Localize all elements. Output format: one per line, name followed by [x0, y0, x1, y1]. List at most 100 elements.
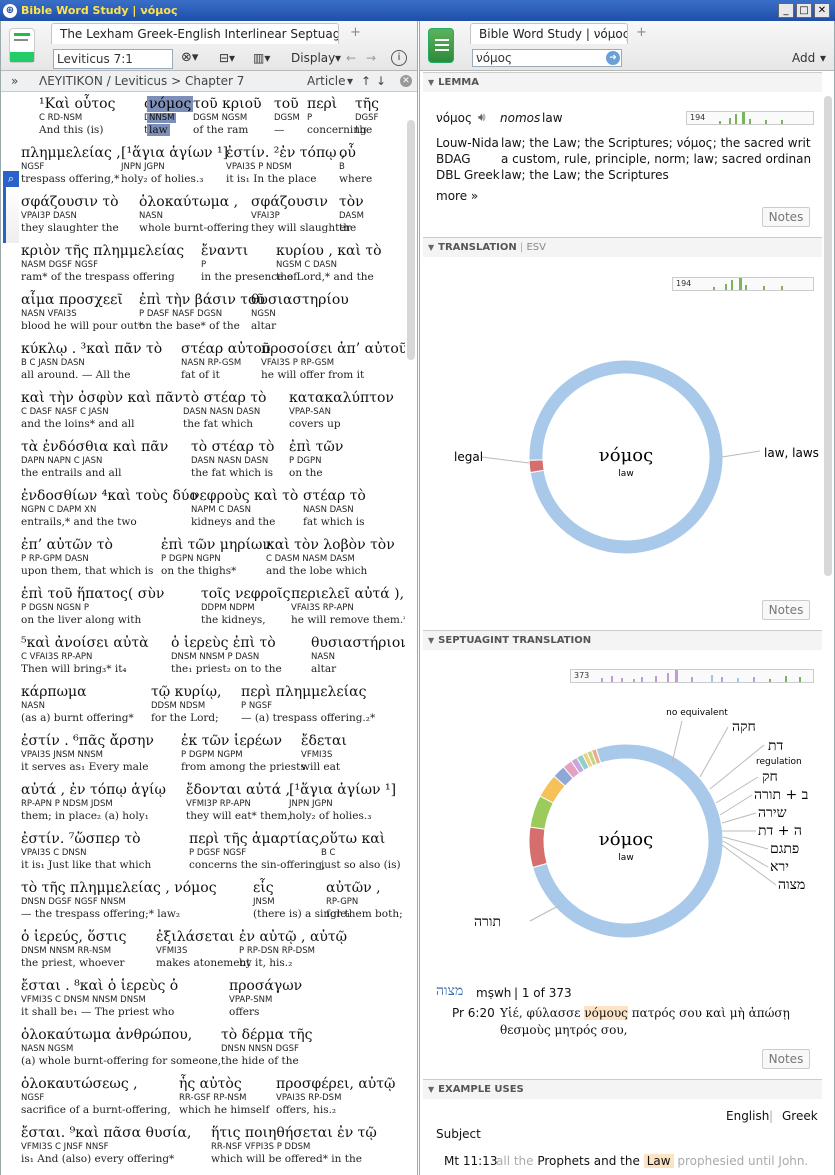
translation-version[interactable]: ESV [526, 242, 546, 253]
translation-section-header[interactable]: ▼ TRANSLATION | ESV [423, 237, 822, 257]
greek-word[interactable]: ἐν αὐτῷ , αὐτῷ [239, 929, 348, 945]
greek-word[interactable]: προσοίσει ἀπ’ αὐτοῦ, [261, 341, 405, 357]
greek-word[interactable]: τῆς [355, 96, 379, 112]
definition-source-link[interactable]: DBL Greek [436, 168, 500, 182]
greek-word[interactable]: κριὸν τῆς πλημμελείας [21, 243, 185, 259]
greek-word[interactable]: ὁλοκαύτωμα , [139, 194, 239, 210]
legend-label-legal[interactable]: legal [454, 450, 483, 464]
greek-word[interactable]: ὁλοκαύτωμα ἀνθρώπου, [21, 1027, 193, 1043]
donut-slice[interactable] [528, 459, 545, 474]
greek-word[interactable]: προσφέρει, αὐτῷ [276, 1076, 396, 1092]
greek-toggle[interactable]: Greek [782, 1109, 818, 1123]
greek-word[interactable]: οὗ [339, 145, 356, 161]
label-regulation[interactable]: regulation [756, 757, 802, 767]
greek-word[interactable]: τοῦ κριοῦ [193, 96, 262, 112]
donut-slice[interactable] [528, 359, 724, 555]
greek-word[interactable]: καὶ τὸν λοβὸν τὸν [266, 537, 395, 553]
greek-word[interactable]: σφάζουσιν [251, 194, 328, 210]
breadcrumb[interactable]: ΛΕΥΙΤΙΚΟΝ / Leviticus > Chapter 7 [39, 74, 245, 88]
greek-word[interactable]: ἐπὶ τοῦ ἥπατος( σὺν [21, 586, 165, 602]
label-hebrew-yara[interactable]: ירא [770, 859, 789, 875]
greek-word[interactable]: ἔδονται αὐτά , [186, 782, 291, 798]
greek-word[interactable]: ὁ ἱερεύς, ὅστις [21, 929, 127, 945]
greek-word[interactable]: τὸ τῆς πλημμελείας , νόμος [21, 880, 217, 896]
greek-word[interactable]: τὸ στέαρ τὸ [183, 390, 267, 406]
ref-citation-link[interactable]: Pr 6:20 [452, 1006, 495, 1020]
greek-word[interactable]: οὕτω καὶ [321, 831, 386, 847]
greek-word[interactable]: τὸ δέρμα τῆς [221, 1027, 313, 1043]
search-magnifier-icon[interactable]: ⌕ [3, 171, 19, 187]
article-menu[interactable]: Article [307, 74, 346, 88]
greek-word[interactable]: ἔναντι [201, 243, 249, 259]
greek-word[interactable]: ἐστίν. ²ἐν τόπῳ , [226, 145, 346, 161]
label-hebrew-hqh[interactable]: חקה [732, 719, 756, 735]
greek-word[interactable]: αὐτῶν , [326, 880, 381, 896]
expand-chevrons-icon[interactable]: » [11, 74, 19, 88]
greek-word[interactable]: ἔδεται [301, 733, 347, 749]
definition-source-link[interactable]: BDAG [436, 152, 471, 166]
greek-word[interactable]: θυσιαστήριον [311, 635, 405, 651]
definition-source-link[interactable]: Louw-Nida [436, 136, 499, 150]
greek-word[interactable]: τῷ κυρίῳ, [151, 684, 222, 700]
greek-word[interactable]: νεφροὺς καὶ τὸ [191, 488, 299, 504]
previous-article-icon[interactable]: ↑ [361, 74, 372, 88]
greek-word[interactable]: ὁ ἱερεὺς ἐπὶ τὸ [171, 635, 276, 651]
label-hebrew-pitgam[interactable]: פתגם [770, 841, 799, 857]
greek-word[interactable]: ἔσται . ⁸καὶ ὁ ἱερεὺς ὁ [21, 978, 179, 994]
translation-donut-chart[interactable]: νόμος law legal law, laws [420, 311, 830, 621]
info-icon[interactable]: i [391, 50, 407, 66]
label-hebrew-shirah[interactable]: שירה [758, 805, 787, 821]
donut-slice[interactable] [532, 743, 724, 939]
greek-word[interactable]: ἐπὶ τῶν [289, 439, 344, 455]
greek-word[interactable]: περὶ τῆς ἁμαρτίας, [189, 831, 324, 847]
legend-label-law-laws[interactable]: law, laws [764, 446, 819, 460]
translation-histogram[interactable]: 194 [672, 277, 814, 291]
lemma-histogram[interactable]: 194 [686, 111, 814, 125]
back-arrow-icon[interactable]: ← [346, 51, 357, 65]
greek-word[interactable]: στέαρ αὐτοῦ [181, 341, 271, 357]
next-article-icon[interactable]: ↓ [376, 74, 387, 88]
greek-word[interactable]: ἥτις ποιηθήσεται ἐν τῷ [211, 1125, 377, 1141]
minimize-button[interactable]: _ [778, 3, 794, 18]
close-article-icon[interactable]: ✕ [400, 75, 412, 87]
greek-word[interactable]: ἐκ τῶν ἱερέων [181, 733, 282, 749]
ref-hebrew-word[interactable]: מצוה [436, 983, 464, 999]
greek-word[interactable]: τὸ στέαρ τὸ [191, 439, 275, 455]
greek-word[interactable]: περὶ [307, 96, 338, 112]
greek-word[interactable]: τοῖς νεφροῖς [201, 586, 291, 602]
greek-word[interactable]: ὁλοκαυτώσεως , [21, 1076, 138, 1092]
parallel-resources-icon[interactable]: ⊟▾ [219, 51, 236, 65]
translation-notes-button[interactable]: Notes [762, 600, 810, 620]
greek-word[interactable]: ἐπὶ τὴν βάσιν τοῦ [139, 292, 265, 308]
word-study-guide-icon[interactable] [428, 28, 454, 63]
greek-word[interactable]: περὶ πλημμελείας [241, 684, 367, 700]
septuagint-section-header[interactable]: ▼ SEPTUAGINT TRANSLATION [423, 630, 822, 650]
greek-word[interactable]: κάρπωμα [21, 684, 87, 700]
greek-word[interactable]: τὸν [339, 194, 364, 210]
greek-word[interactable]: ἧς αὐτὸς [179, 1076, 242, 1092]
septuagint-histogram[interactable]: 373 [570, 669, 814, 683]
donut-slice[interactable] [590, 748, 602, 766]
maximize-button[interactable]: □ [796, 3, 812, 18]
greek-word[interactable]: περιελεῖ αὐτά ), [291, 586, 405, 602]
greek-word[interactable]: ⁵καὶ ἀνοίσει αὐτὰ [21, 635, 149, 651]
greek-word[interactable]: αὐτά , ἐν τόπῳ ἁγίῳ [21, 782, 166, 798]
columns-icon[interactable]: ▥▾ [253, 51, 271, 65]
greek-word[interactable]: ἐπὶ τῶν μηρίων [161, 537, 271, 553]
greek-word[interactable]: νόμος [147, 96, 194, 112]
label-hebrew-dt[interactable]: דת [768, 738, 784, 754]
reference-input[interactable]: Leviticus 7:1 [53, 49, 173, 69]
add-dropdown-icon[interactable]: ▾ [820, 51, 827, 65]
lemma-section-header[interactable]: ▼ LEMMA [423, 72, 822, 92]
left-scrollbar[interactable] [407, 120, 415, 360]
greek-word[interactable]: θυσιαστηρίου [251, 292, 349, 308]
tab-word-study[interactable]: Bible Word Study | νόμος [470, 23, 628, 44]
display-dropdown-arrow-icon[interactable]: ▾ [335, 51, 342, 65]
greek-word[interactable]: κυρίου , καὶ τὸ [276, 243, 382, 259]
label-hebrew-torah[interactable]: תורה [474, 914, 501, 930]
article-dropdown-icon[interactable]: ▾ [347, 74, 354, 88]
greek-word[interactable]: ἐπ’ αὐτῶν τὸ [21, 537, 113, 553]
search-input[interactable] [472, 49, 622, 67]
greek-word[interactable]: [¹ἅγια ἁγίων ¹] [121, 145, 229, 161]
new-tab-icon[interactable]: + [636, 25, 647, 40]
